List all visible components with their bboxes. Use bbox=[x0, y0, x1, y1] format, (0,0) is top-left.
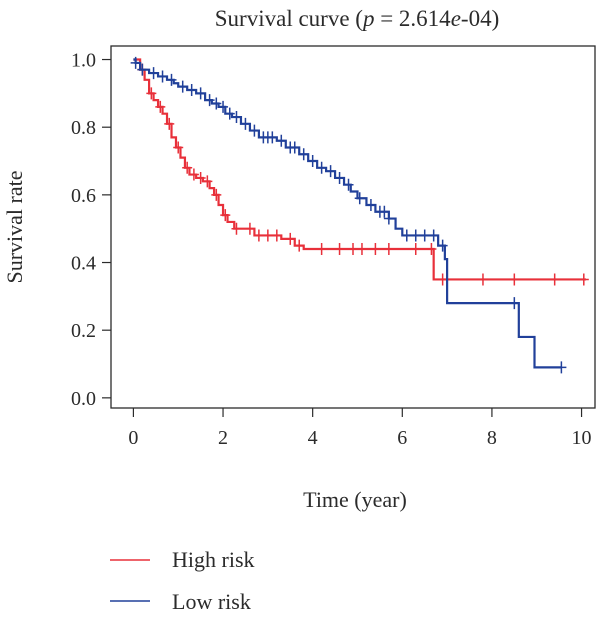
x-axis-label: Time (year) bbox=[303, 487, 407, 512]
censor-mark-low-risk bbox=[204, 94, 215, 107]
x-tick-label: 6 bbox=[397, 427, 407, 449]
censor-mark-high-risk bbox=[220, 209, 231, 222]
censor-mark-high-risk bbox=[202, 175, 213, 188]
censor-mark-high-risk bbox=[244, 222, 255, 235]
censor-mark-high-risk bbox=[253, 229, 264, 242]
censor-mark-low-risk bbox=[334, 171, 345, 184]
censor-mark-low-risk bbox=[177, 80, 188, 93]
plot-frame bbox=[110, 45, 596, 409]
censor-mark-low-risk bbox=[186, 83, 197, 96]
chart-title: Survival curve (p = 2.614e-04) bbox=[215, 6, 499, 31]
censor-mark-low-risk bbox=[289, 141, 300, 154]
censor-mark-high-risk bbox=[426, 242, 437, 255]
censor-mark-low-risk bbox=[240, 117, 251, 130]
censor-mark-high-risk bbox=[231, 222, 242, 235]
censor-mark-low-risk bbox=[224, 107, 235, 120]
censor-mark-high-risk bbox=[370, 242, 381, 255]
censor-mark-low-risk bbox=[249, 124, 260, 137]
censor-mark-high-risk bbox=[356, 242, 367, 255]
censor-mark-low-risk bbox=[157, 70, 168, 83]
censor-mark-high-risk bbox=[348, 242, 358, 255]
censor-mark-low-risk bbox=[211, 97, 222, 110]
x-tick-label: 8 bbox=[487, 427, 497, 449]
censor-mark-low-risk bbox=[410, 229, 421, 242]
censor-mark-high-risk bbox=[285, 232, 296, 245]
censor-mark-high-risk bbox=[262, 229, 273, 242]
censor-mark-low-risk bbox=[276, 134, 287, 147]
axes: 0 2 4 6 8 10 0.0 0.2 0.4 0.6 0.8 1.0 bbox=[71, 50, 592, 449]
legend-label-low-risk: Low risk bbox=[172, 589, 251, 614]
censor-mark-low-risk bbox=[267, 131, 278, 144]
censor-mark-low-risk bbox=[298, 148, 309, 161]
censor-mark-low-risk bbox=[231, 111, 242, 124]
censor-mark-low-risk bbox=[325, 165, 336, 178]
censor-mark-high-risk bbox=[271, 229, 282, 242]
y-axis-label: Survival rate bbox=[2, 170, 27, 283]
censor-mark-high-risk bbox=[211, 188, 222, 201]
censor-mark-low-risk bbox=[195, 87, 206, 100]
y-tick-label: 0.2 bbox=[71, 320, 96, 342]
censor-mark-low-risk bbox=[354, 192, 365, 205]
censor-mark-high-risk bbox=[146, 87, 157, 100]
censor-mark-high-risk bbox=[509, 273, 520, 286]
x-tick-label: 10 bbox=[572, 427, 592, 449]
censor-mark-high-risk bbox=[334, 242, 345, 255]
censor-mark-high-risk bbox=[182, 161, 193, 174]
y-tick-label: 0.0 bbox=[71, 388, 96, 410]
censor-mark-high-risk bbox=[173, 141, 184, 154]
x-tick-label: 2 bbox=[218, 427, 228, 449]
censor-mark-high-risk bbox=[477, 273, 488, 286]
series-layer bbox=[130, 56, 589, 374]
censor-mark-high-risk bbox=[578, 273, 589, 286]
censor-mark-low-risk bbox=[316, 161, 327, 174]
y-tick-label: 0.4 bbox=[71, 253, 96, 275]
censor-mark-low-risk bbox=[556, 361, 567, 374]
legend: High risk Low risk bbox=[110, 547, 255, 614]
censor-mark-high-risk bbox=[188, 168, 199, 181]
censor-mark-low-risk bbox=[401, 229, 412, 242]
censor-mark-high-risk bbox=[410, 242, 421, 255]
legend-label-high-risk: High risk bbox=[172, 547, 255, 572]
censor-mark-high-risk bbox=[294, 239, 305, 252]
censor-mark-high-risk bbox=[155, 100, 166, 113]
censor-mark-high-risk bbox=[164, 117, 175, 130]
censor-mark-low-risk bbox=[343, 178, 354, 191]
censor-mark-high-risk bbox=[195, 171, 206, 184]
censor-mark-low-risk bbox=[148, 67, 159, 80]
censor-mark-low-risk bbox=[365, 199, 376, 212]
y-tick-label: 0.8 bbox=[71, 117, 96, 139]
series-line-low-risk bbox=[133, 58, 562, 369]
censor-mark-high-risk bbox=[437, 273, 448, 286]
censor-mark-low-risk bbox=[166, 73, 177, 86]
censor-mark-low-risk bbox=[437, 239, 448, 252]
x-tick-label: 4 bbox=[308, 427, 318, 449]
x-tick-label: 0 bbox=[128, 427, 138, 449]
censor-mark-low-risk bbox=[130, 56, 141, 69]
censor-mark-low-risk bbox=[307, 155, 318, 168]
censor-mark-low-risk bbox=[218, 100, 229, 113]
censor-mark-low-risk bbox=[428, 229, 439, 242]
censor-mark-low-risk bbox=[137, 63, 148, 76]
censor-mark-low-risk bbox=[419, 229, 430, 242]
censor-mark-high-risk bbox=[316, 242, 327, 255]
y-tick-label: 0.6 bbox=[71, 185, 96, 207]
censor-mark-low-risk bbox=[379, 205, 390, 218]
censor-mark-low-risk bbox=[383, 212, 394, 225]
censor-mark-high-risk bbox=[383, 242, 394, 255]
censor-mark-low-risk bbox=[509, 297, 520, 310]
censor-mark-high-risk bbox=[549, 273, 560, 286]
y-tick-label: 1.0 bbox=[71, 50, 96, 72]
